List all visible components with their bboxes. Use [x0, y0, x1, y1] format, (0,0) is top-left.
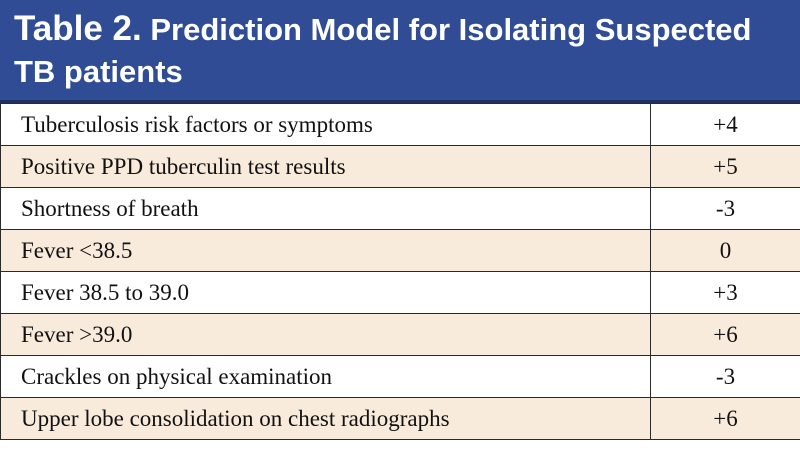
table: Tuberculosis risk factors or symptoms +4 P… [0, 103, 800, 440]
table-row: Fever 38.5 to 39.0 +3 [0, 271, 800, 314]
table-row: Shortness of breath -3 [0, 187, 800, 230]
criterion-cell: Crackles on physical examination [0, 355, 651, 398]
criterion-cell: Fever 38.5 to 39.0 [0, 271, 651, 314]
table-row: Fever <38.5 0 [0, 229, 800, 272]
score-cell: 0 [650, 229, 800, 272]
score-cell: +4 [650, 103, 800, 146]
score-cell: +6 [650, 397, 800, 440]
table-row: Crackles on physical examination -3 [0, 355, 800, 398]
table-row: Positive PPD tuberculin test results +5 [0, 145, 800, 188]
table-row: Tuberculosis risk factors or symptoms +4 [0, 103, 800, 146]
criterion-cell: Shortness of breath [0, 187, 651, 230]
table-title: Prediction Model for Isolating Suspected… [14, 12, 752, 89]
criterion-cell: Fever >39.0 [0, 313, 651, 356]
score-cell: +3 [650, 271, 800, 314]
score-cell: -3 [650, 355, 800, 398]
score-cell: -3 [650, 187, 800, 230]
score-cell: +6 [650, 313, 800, 356]
criterion-cell: Fever <38.5 [0, 229, 651, 272]
table-row: Fever >39.0 +6 [0, 313, 800, 356]
score-cell: +5 [650, 145, 800, 188]
table-label: Table 2. [14, 9, 142, 48]
criterion-cell: Tuberculosis risk factors or symptoms [0, 103, 651, 146]
criterion-cell: Positive PPD tuberculin test results [0, 145, 651, 188]
table-header: Table 2. Prediction Model for Isolating … [0, 0, 800, 103]
table-row: Upper lobe consolidation on chest radiog… [0, 397, 800, 440]
criterion-cell: Upper lobe consolidation on chest radiog… [0, 397, 651, 440]
table-body: Tuberculosis risk factors or symptoms +4 P… [0, 103, 800, 440]
